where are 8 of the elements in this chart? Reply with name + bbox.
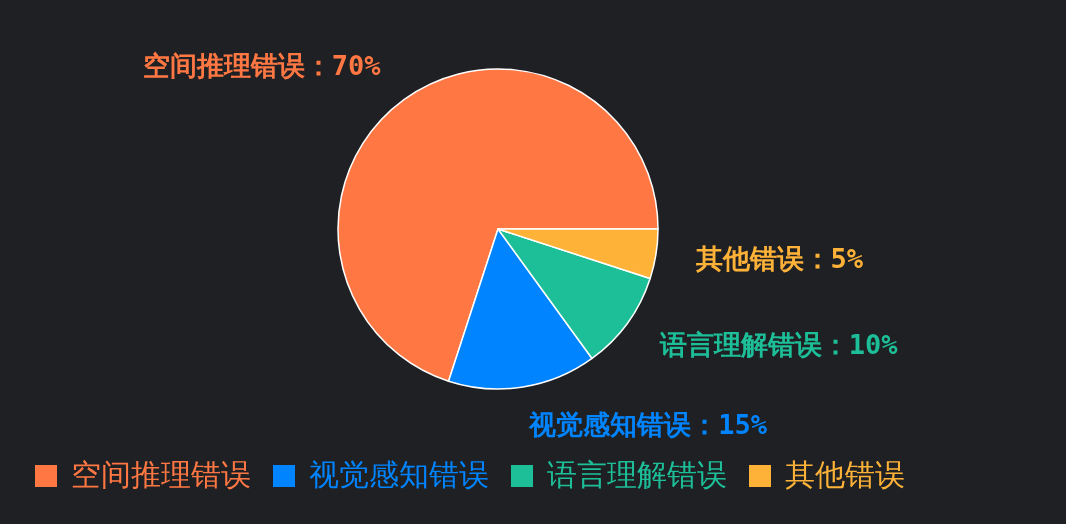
legend-label: 视觉感知错误 (309, 456, 489, 492)
data-label: 其他错误：5% (694, 242, 864, 274)
data-label: 视觉感知错误：15% (528, 409, 768, 441)
data-label: 语言理解错误：10% (658, 329, 899, 361)
legend-label: 其他错误 (785, 456, 905, 492)
legend-label: 语言理解错误 (547, 456, 727, 492)
legend-label: 空间推理错误 (71, 456, 251, 492)
data-label: 空间推理错误：70% (142, 49, 382, 81)
